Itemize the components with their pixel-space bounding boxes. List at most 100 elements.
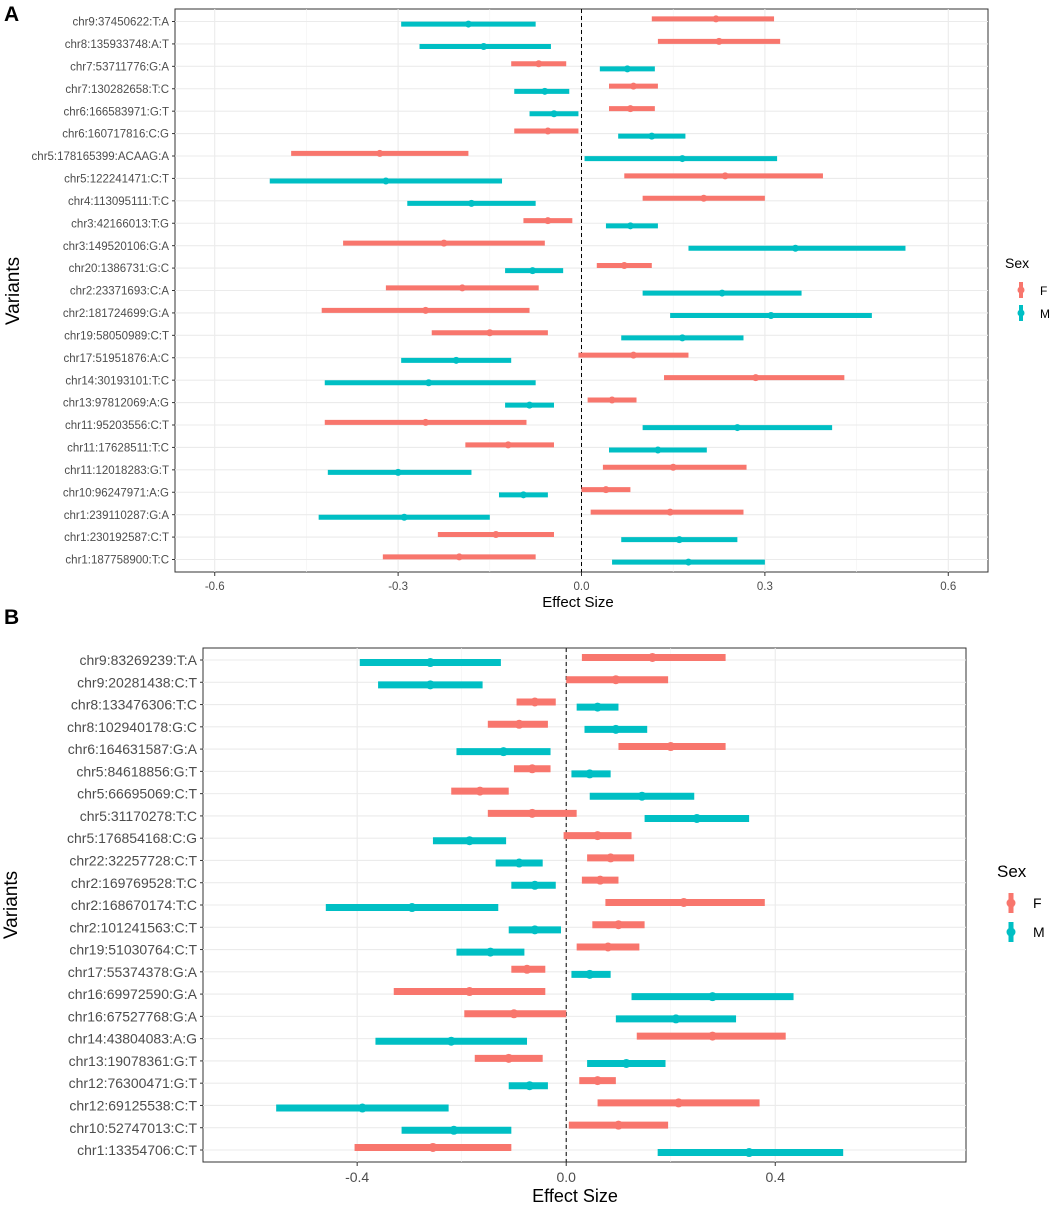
estimate-point-f: [604, 942, 613, 951]
estimate-point-f: [667, 509, 674, 516]
estimate-point-m: [401, 514, 408, 521]
estimate-point-f: [670, 464, 677, 471]
panel-letter-a: A: [4, 3, 19, 26]
variant-label: chr2:23371693:C:A: [70, 286, 169, 298]
estimate-point-m: [734, 424, 741, 431]
estimate-point-m: [685, 559, 692, 566]
variant-label: chr20:1386731:G:C: [69, 263, 169, 275]
estimate-point-m: [449, 1126, 458, 1135]
estimate-point-f: [679, 898, 688, 907]
variant-label: chr10:96247971:A:G: [63, 487, 169, 499]
variant-label: chr1:239110287:G:A: [64, 510, 170, 522]
variant-label: chr4:113095111:T:C: [68, 196, 169, 208]
estimate-point-m: [525, 1081, 534, 1090]
estimate-point-m: [585, 769, 594, 778]
estimate-point-f: [459, 284, 466, 291]
legend-label-f-a: F: [1040, 284, 1047, 298]
estimate-point-m: [541, 88, 548, 95]
estimate-point-m: [676, 536, 683, 543]
legend-label-m-a: M: [1040, 307, 1050, 321]
estimate-point-f: [504, 1054, 513, 1063]
variant-label: chr2:101241563:C:T: [69, 919, 197, 935]
variant-label: chr9:83269239:T:A: [79, 652, 197, 668]
variant-label: chr6:166583971:G:T: [64, 106, 170, 118]
variant-label: chr1:13354706:C:T: [77, 1142, 197, 1158]
estimate-point-m: [382, 177, 389, 184]
variant-label: chr5:176854168:C:G: [67, 830, 197, 846]
estimate-point-f: [614, 1121, 623, 1130]
variant-label: chr7:53711776:G:A: [70, 61, 169, 73]
estimate-point-m: [622, 1059, 631, 1068]
estimate-point-f: [422, 307, 429, 314]
x-tick-label: 0.3: [757, 581, 773, 593]
legend-b: Sex F M: [997, 862, 1045, 942]
estimate-point-f: [716, 38, 723, 45]
estimate-point-m: [425, 379, 432, 386]
estimate-point-f: [530, 697, 539, 706]
estimate-point-m: [468, 200, 475, 207]
variant-label: chr1:230192587:C:T: [64, 532, 169, 544]
estimate-point-f: [475, 787, 484, 796]
x-axis-title-a: Effect Size: [542, 594, 613, 611]
y-axis-title-b: Variants: [1, 871, 22, 939]
estimate-point-m: [792, 245, 799, 252]
estimate-point-m: [637, 792, 646, 801]
estimate-point-f: [422, 419, 429, 426]
legend-label-f-b: F: [1033, 895, 1042, 911]
variant-label: chr12:76300471:G:T: [69, 1075, 198, 1091]
estimate-point-m: [708, 992, 717, 1001]
estimate-point-m: [679, 334, 686, 341]
estimate-point-f: [596, 876, 605, 885]
variant-label: chr14:30193101:T:C: [65, 375, 169, 387]
estimate-point-f: [515, 720, 524, 729]
estimate-point-m: [767, 312, 774, 319]
panel-a: A -0.6 -0.3 0.0 0.3 0.6 chr9:37450622:T:A chr8…: [3, 3, 1050, 611]
estimate-point-m: [624, 65, 631, 72]
estimate-point-m: [585, 970, 594, 979]
legend-a: Sex F M: [1005, 255, 1050, 321]
variant-label: chr11:95203556:C:T: [65, 420, 169, 432]
variant-label: chr16:67527768:G:A: [68, 1008, 198, 1024]
estimate-point-f: [602, 486, 609, 493]
estimate-point-m: [627, 222, 634, 229]
estimate-point-m: [654, 446, 661, 453]
variant-label: chr13:97812069:A:G: [63, 398, 169, 410]
variant-label: chr8:133476306:T:C: [71, 697, 197, 713]
variant-label: chr9:20281438:C:T: [77, 674, 197, 690]
estimate-point-f: [440, 240, 447, 247]
estimate-point-m: [679, 155, 686, 162]
estimate-point-f: [674, 1098, 683, 1107]
estimate-point-m: [408, 903, 417, 912]
variant-label: chr12:69125538:C:T: [69, 1097, 197, 1113]
x-tick-label: 0.6: [940, 581, 956, 593]
variant-label: chr5:122241471:C:T: [64, 174, 169, 186]
estimate-point-f: [523, 965, 532, 974]
variant-label: chr8:135933748:A:T: [65, 39, 169, 51]
estimate-point-f: [505, 441, 512, 448]
figure: A -0.6 -0.3 0.0 0.3 0.6chr9:37450622:T:Achr8…: [0, 0, 1052, 1208]
variant-label: chr13:19078361:G:T: [69, 1053, 198, 1069]
panel-b: B -0.4 0.0 0.4 chr9:83269239:T:A chr9:202814…: [1, 606, 1045, 1206]
estimate-point-f: [606, 853, 615, 862]
estimate-point-f: [486, 329, 493, 336]
panel-letter-b: B: [4, 606, 19, 629]
estimate-point-f: [627, 105, 634, 112]
variant-label: chr6:164631587:G:A: [68, 741, 198, 757]
estimate-point-f: [648, 653, 657, 662]
estimate-point-f: [535, 60, 542, 67]
estimate-point-m: [358, 1104, 367, 1113]
estimate-point-f: [700, 195, 707, 202]
variant-label: chr7:130282658:T:C: [65, 84, 169, 96]
x-tick-label: -0.6: [205, 581, 225, 593]
estimate-point-m: [515, 859, 524, 868]
estimate-point-f: [752, 374, 759, 381]
estimate-point-f: [611, 675, 620, 684]
estimate-point-m: [719, 290, 726, 297]
estimate-point-m: [480, 43, 487, 50]
x-tick-label: 0.0: [556, 1169, 576, 1185]
variant-label: chr5:84618856:G:T: [76, 763, 197, 779]
x-tick-label: -0.4: [345, 1169, 369, 1185]
variant-label: chr11:17628511:T:C: [67, 443, 169, 455]
estimate-point-m: [395, 469, 402, 476]
estimate-point-m: [526, 402, 533, 409]
